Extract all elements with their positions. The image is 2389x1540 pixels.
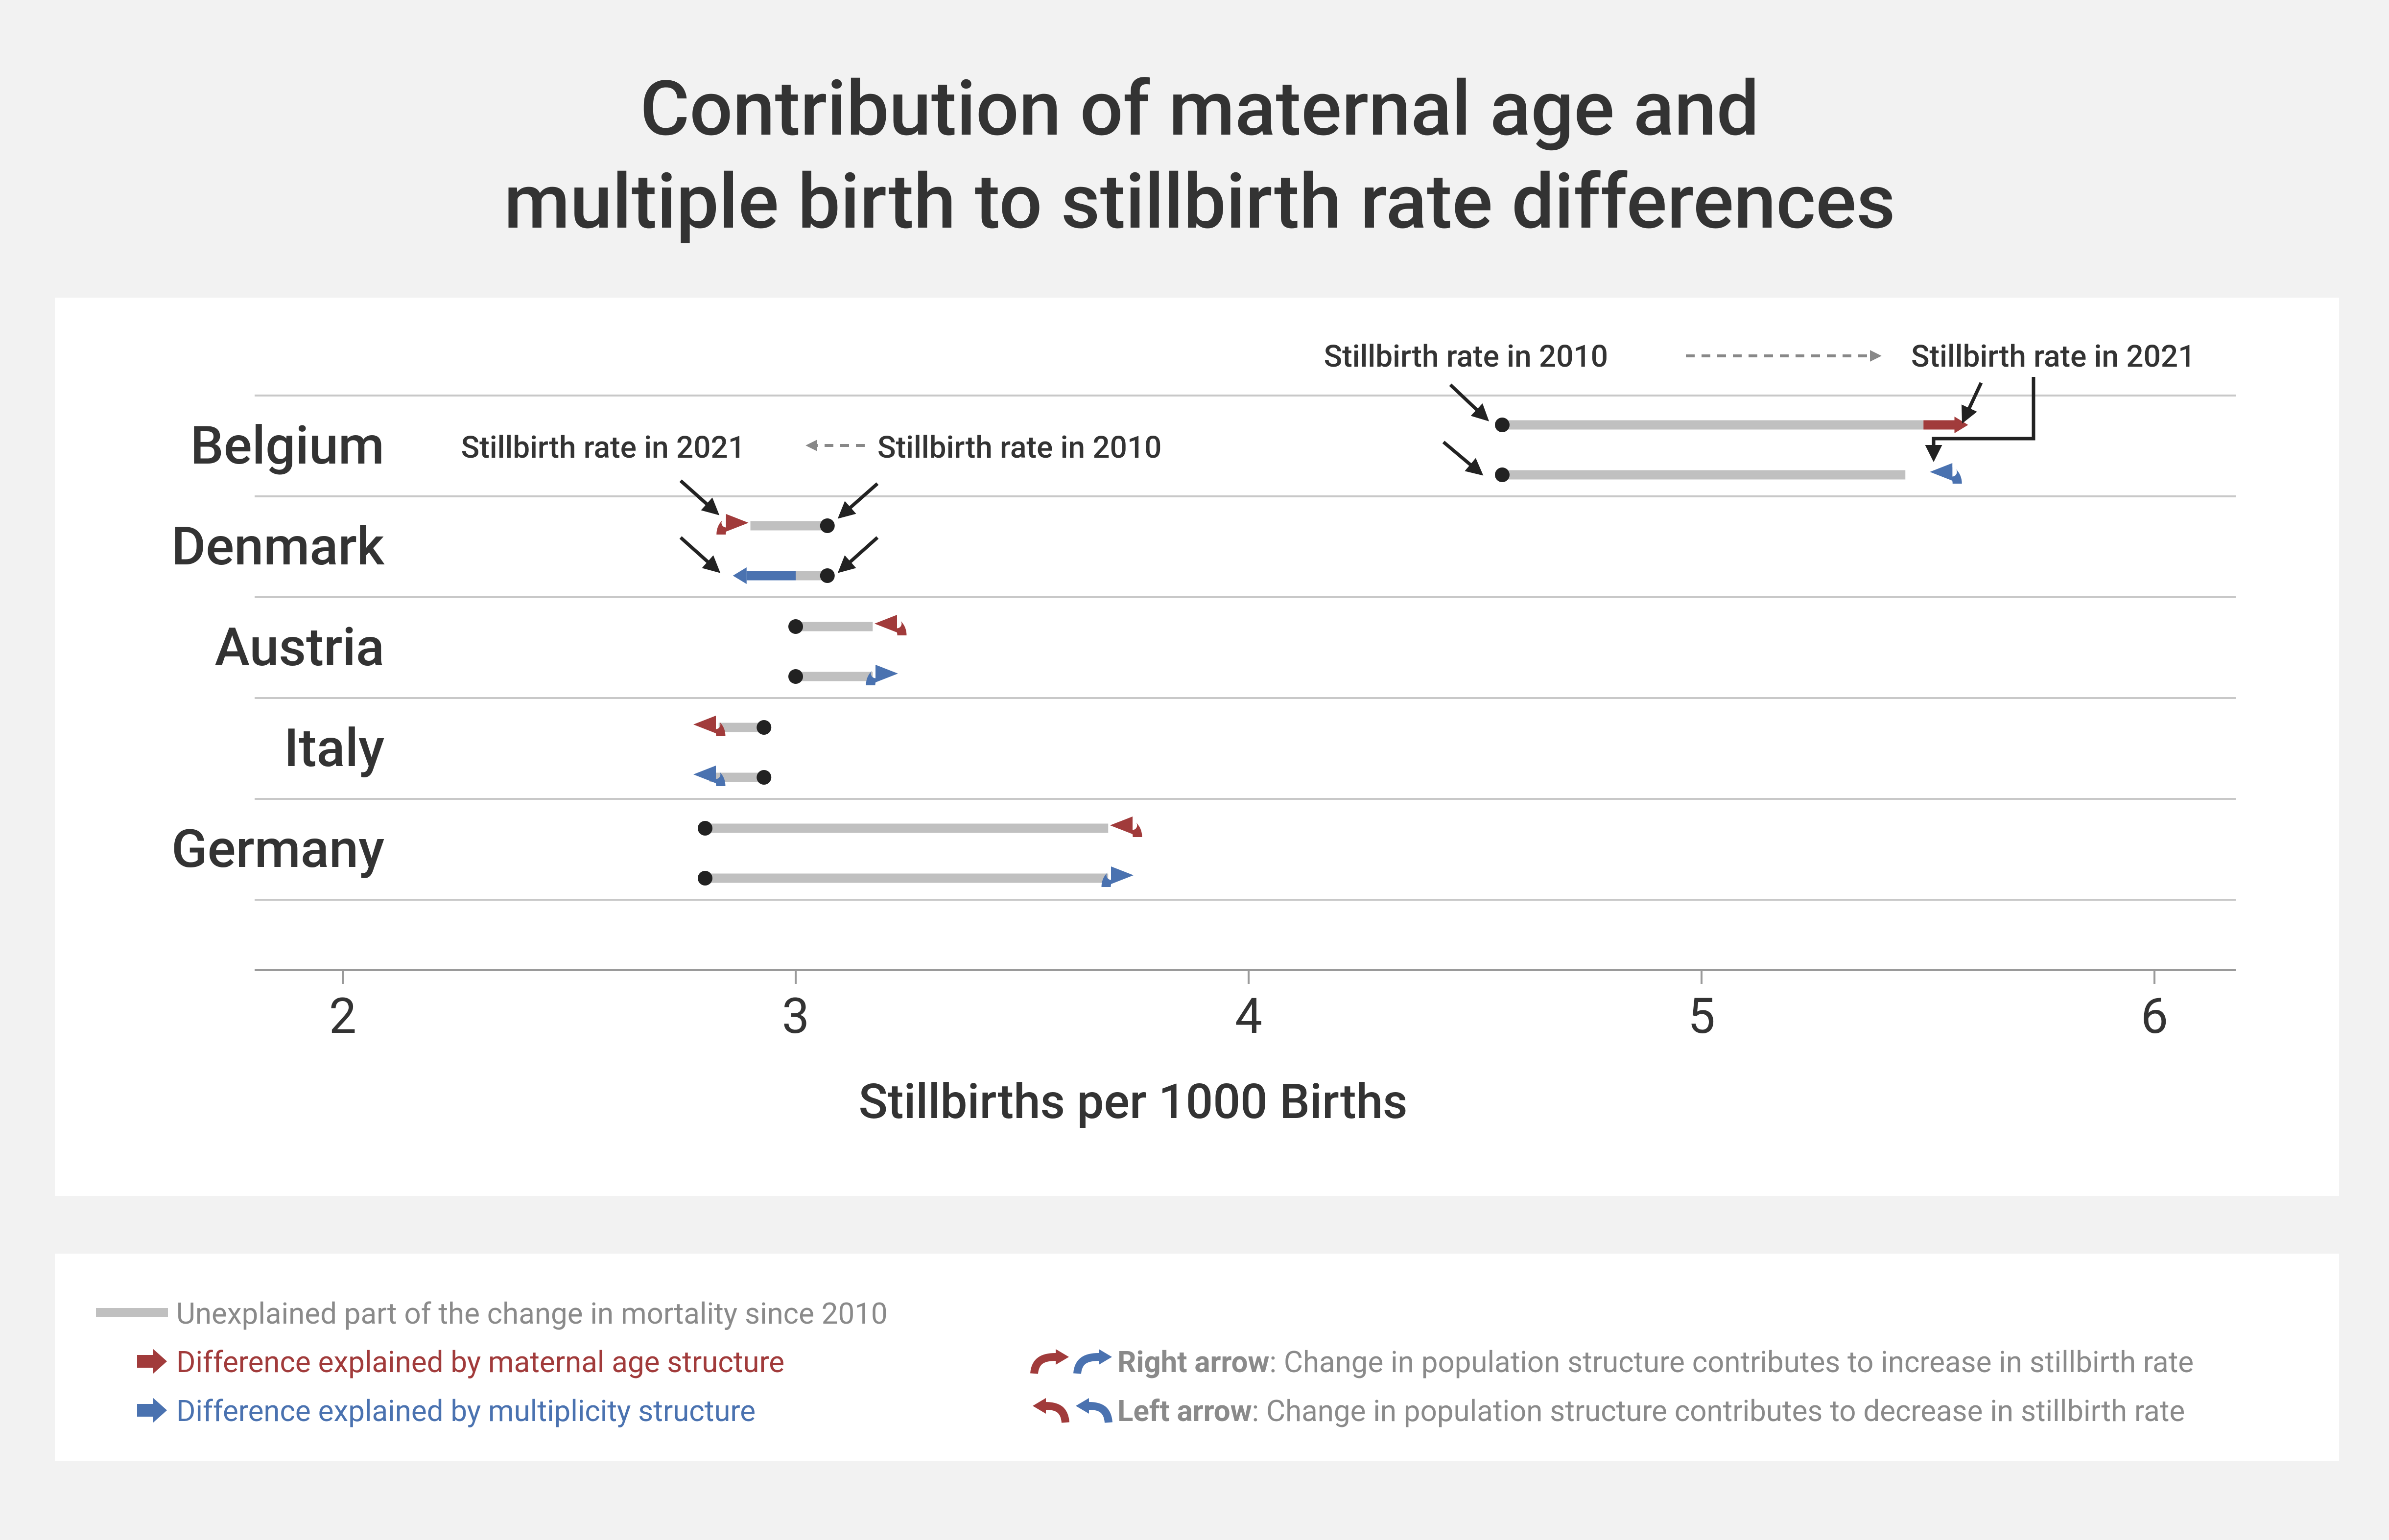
legend-left-arrow-maternal-icon — [1033, 1398, 1069, 1423]
multiplicity-2010-point — [698, 871, 712, 886]
maternal_age-explained-arrow-head — [693, 716, 716, 733]
pointer-denmark-2021-bottom — [679, 536, 721, 573]
row-italy — [693, 716, 772, 787]
maternal_age-2010-point — [698, 821, 712, 836]
multiplicity-explained-arrow-head — [1930, 463, 1953, 481]
legend-left-arrow-text: : Change in population structure contrib… — [1252, 1394, 2185, 1428]
legend-right-arrow-bold: Right arrow — [1117, 1345, 1270, 1379]
maternal_age-2010-point — [788, 619, 803, 634]
multiplicity-unexplained-bar — [705, 873, 1109, 883]
x-tick-label: 6 — [2141, 988, 2168, 1045]
row-gridlines — [255, 395, 2236, 901]
title-line-2: multiple birth to stillbirth rate differ… — [504, 157, 1895, 246]
legend-right-arrow-label: Right arrow: Change in population struct… — [1117, 1345, 2194, 1379]
legend-right-arrow-multiplicity-icon — [1073, 1349, 1112, 1375]
pointer-belgium-2021-top — [1962, 382, 1983, 424]
legend-maternal-age-swatch — [137, 1349, 167, 1374]
multiplicity-2010-point — [757, 770, 772, 785]
chart-panel — [55, 298, 2339, 1196]
multiplicity-2010-point — [788, 669, 803, 684]
row-denmark — [716, 514, 835, 584]
maternal_age-unexplained-bar — [750, 521, 828, 531]
multiplicity-explained-arrow-head — [875, 665, 898, 682]
maternal_age-2010-point — [1495, 418, 1510, 432]
multiplicity-2010-point — [820, 568, 835, 583]
multiplicity-explained-arrow-shaft — [746, 571, 796, 581]
row-belgium — [1495, 417, 1968, 484]
country-label-italy: Italy — [284, 718, 384, 779]
maternal_age-explained-arrow-head — [726, 514, 749, 532]
multiplicity-2010-point — [1495, 467, 1510, 482]
annotation-belgium-2010: Stillbirth rate in 2010 — [1324, 339, 1608, 374]
multiplicity-explained-arrow — [733, 567, 796, 584]
maternal_age-explained-arrow — [1923, 417, 1968, 433]
legend-right-arrow-text: : Change in population structure contrib… — [1270, 1345, 2194, 1379]
pointer-denmark-2021-top — [679, 479, 720, 515]
annotation-denmark-2021: Stillbirth rate in 2021 — [461, 430, 745, 466]
legend-panel — [55, 1254, 2339, 1461]
x-tick-label: 3 — [782, 988, 809, 1045]
pointer-belgium-2021-bottom — [1925, 377, 2035, 462]
x-axis-ticks: 2 3 4 5 6 — [329, 970, 2168, 1045]
multiplicity-explained-arrow-head — [733, 567, 747, 584]
maternal_age-explained-arrow-head — [1954, 417, 1968, 433]
legend-left-arrow-bold: Left arrow — [1117, 1394, 1252, 1428]
maternal_age-explained-arrow-head — [1110, 817, 1133, 834]
multiplicity-explained-arrow-head — [1111, 866, 1134, 884]
country-labels: Belgium Denmark Austria Italy Germany — [171, 415, 385, 880]
x-tick-label: 2 — [329, 988, 356, 1045]
maternal_age-unexplained-bar — [1502, 420, 1924, 430]
maternal_age-2010-point — [757, 720, 772, 735]
pointer-denmark-2010-top — [837, 482, 879, 519]
pointer-belgium-2010-bottom — [1442, 441, 1484, 476]
legend-unexplained-label: Unexplained part of the change in mortal… — [176, 1296, 888, 1331]
x-tick-label: 4 — [1235, 988, 1262, 1045]
maternal_age-explained-arrow-head — [875, 615, 897, 632]
annotation-denmark-2010: Stillbirth rate in 2010 — [877, 430, 1161, 466]
country-label-austria: Austria — [214, 617, 384, 678]
maternal_age-explained-arrow-shaft — [1923, 420, 1955, 430]
country-label-germany: Germany — [171, 818, 384, 880]
legend-left-arrow-multiplicity-icon — [1076, 1398, 1112, 1423]
maternal_age-unexplained-bar — [705, 823, 1109, 833]
annotation-belgium-2021: Stillbirth rate in 2021 — [1911, 339, 2195, 374]
legend-maternal-age-label: Difference explained by maternal age str… — [176, 1345, 784, 1379]
legend-multiplicity-label: Difference explained by multiplicity str… — [176, 1394, 756, 1428]
x-tick-label: 5 — [1688, 988, 1715, 1045]
pointer-denmark-2010-bottom — [837, 536, 879, 573]
multiplicity-explained-arrow-head — [693, 766, 716, 783]
maternal_age-unexplained-bar — [718, 723, 764, 732]
x-axis-label: Stillbirths per 1000 Births — [858, 1073, 1407, 1130]
maternal_age-unexplained-bar — [796, 622, 873, 631]
multiplicity-unexplained-bar — [796, 571, 828, 581]
title-line-1: Contribution of maternal age and — [640, 64, 1759, 153]
country-label-belgium: Belgium — [190, 415, 384, 477]
legend-left-arrow-label: Left arrow: Change in population structu… — [1117, 1394, 2185, 1428]
multiplicity-unexplained-bar — [1502, 470, 1906, 480]
annotations: Stillbirth rate in 2010 Stillbirth rate … — [461, 339, 2195, 573]
country-label-denmark: Denmark — [171, 516, 385, 578]
multiplicity-unexplained-bar — [796, 672, 873, 681]
legend-right-arrow-maternal-icon — [1030, 1349, 1069, 1375]
chart-title: Contribution of maternal age and multipl… — [504, 64, 1895, 246]
x-axis: 2 3 4 5 6 Stillbirths per 1000 Births — [255, 969, 2236, 1130]
legend-multiplicity-swatch — [137, 1398, 167, 1423]
legend: Unexplained part of the change in mortal… — [96, 1296, 2194, 1428]
maternal_age-2010-point — [820, 518, 835, 533]
pointer-belgium-2010-top — [1449, 383, 1490, 421]
